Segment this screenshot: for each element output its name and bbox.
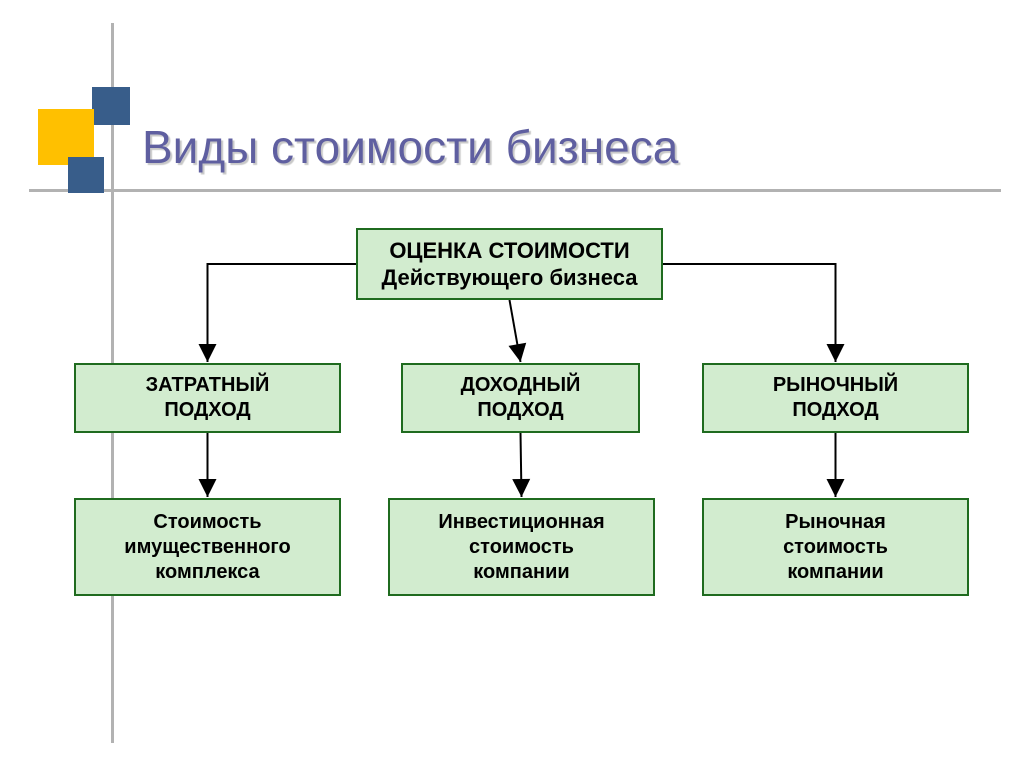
decor-hline xyxy=(29,189,1001,192)
node-b1-line2: имущественного xyxy=(124,535,290,560)
node-a2-line1: ДОХОДНЫЙ xyxy=(461,373,581,398)
node-a3-line1: РЫНОЧНЫЙ xyxy=(773,373,898,398)
node-a3-line2: ПОДХОД xyxy=(773,398,898,423)
node-root-line1: ОЦЕНКА СТОИМОСТИ xyxy=(382,237,638,265)
node-root-line2: Действующего бизнеса xyxy=(382,264,638,292)
slide-title: Виды стоимости бизнеса xyxy=(142,120,678,174)
node-a1-line1: ЗАТРАТНЫЙ xyxy=(146,373,270,398)
node-root: ОЦЕНКА СТОИМОСТИ Действующего бизнеса xyxy=(356,228,663,300)
node-b2-line1: Инвестиционная xyxy=(438,510,604,535)
slide-root: Виды стоимости бизнеса ОЦЕНКА СТОИМОСТИ … xyxy=(0,0,1024,767)
node-value-investment: Инвестиционная стоимость компании xyxy=(388,498,655,596)
node-b3-line2: стоимость xyxy=(783,535,888,560)
node-b3-line3: компании xyxy=(783,560,888,585)
node-a2-line2: ПОДХОД xyxy=(461,398,581,423)
node-a1-line2: ПОДХОД xyxy=(146,398,270,423)
decor-square-blue-top xyxy=(92,87,130,125)
node-approach-income: ДОХОДНЫЙ ПОДХОД xyxy=(401,363,640,433)
node-b3-line1: Рыночная xyxy=(783,510,888,535)
node-b2-line2: стоимость xyxy=(438,535,604,560)
node-b2-line3: компании xyxy=(438,560,604,585)
node-value-market: Рыночная стоимость компании xyxy=(702,498,969,596)
node-value-assets: Стоимость имущественного комплекса xyxy=(74,498,341,596)
node-b1-line3: комплекса xyxy=(124,560,290,585)
node-b1-line1: Стоимость xyxy=(124,510,290,535)
node-approach-market: РЫНОЧНЫЙ ПОДХОД xyxy=(702,363,969,433)
decor-square-blue-bottom xyxy=(68,157,104,193)
node-approach-cost: ЗАТРАТНЫЙ ПОДХОД xyxy=(74,363,341,433)
